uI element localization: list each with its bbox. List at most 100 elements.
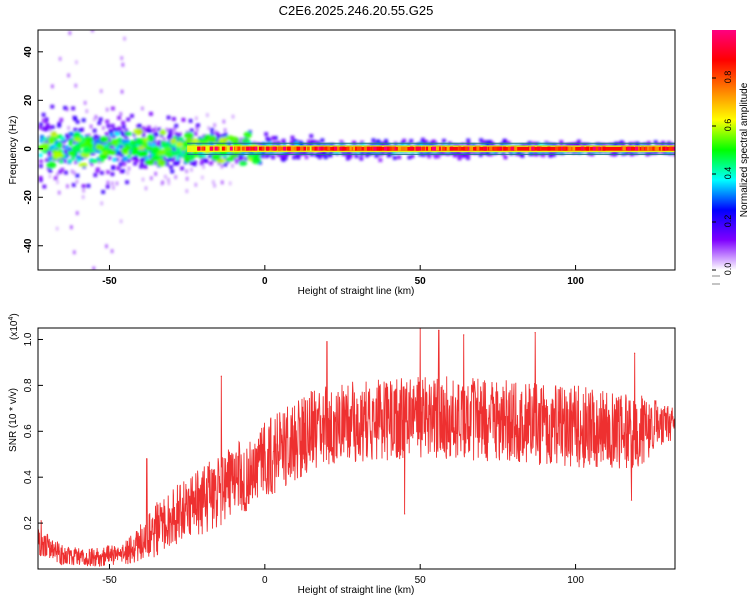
- spectrogram-cell: [157, 139, 162, 144]
- spectrogram-cell: [48, 128, 52, 133]
- spectrogram-cell: [138, 150, 149, 157]
- spectrogram-cell: [148, 111, 153, 116]
- spectrogram-cell: [110, 181, 114, 186]
- center-line-cell: [450, 146, 454, 151]
- spectrogram-cell: [119, 219, 123, 224]
- center-line-cell: [664, 146, 668, 151]
- spectrogram-cell: [44, 125, 49, 130]
- spectrogram-cell: [110, 172, 115, 177]
- spectrogram-cell: [141, 133, 146, 138]
- spectrogram-cell: [157, 127, 162, 132]
- spectrogram-cell: [165, 162, 170, 167]
- center-line-cell: [458, 146, 462, 151]
- spectrogram-cell: [138, 143, 143, 148]
- spectrogram-cell: [220, 164, 224, 169]
- spectrogram-cell: [167, 181, 171, 186]
- spectrogram-cell: [173, 136, 178, 141]
- spectrogram-cell: [133, 128, 144, 136]
- spectrogram-cell: [244, 156, 249, 161]
- center-line-cell: [404, 146, 408, 151]
- spectrogram-cell: [281, 138, 286, 143]
- spectrogram-cell: [86, 183, 91, 188]
- y-tick-label: 20: [23, 94, 34, 106]
- spectrogram-cell: [548, 153, 553, 158]
- spectrogram-cell: [95, 169, 100, 174]
- spectrogram-cell: [98, 117, 103, 122]
- spectrogram-cell: [164, 152, 173, 157]
- spectrogram-cell: [42, 137, 47, 142]
- spectrogram-cell: [189, 161, 194, 166]
- colorbar-ticks: 0.0 0.2 0.4 0.6 0.8: [712, 71, 733, 285]
- center-line-cell: [366, 146, 370, 151]
- x-tick-label: 0: [262, 276, 268, 287]
- center-line-cell: [531, 146, 535, 151]
- spectrogram-cell: [121, 120, 126, 125]
- center-line-cell: [555, 146, 559, 151]
- spectrogram-y-label: Frequency (Hz): [8, 116, 19, 185]
- snr-peak-point: [534, 331, 536, 334]
- spectrogram-cell: [265, 136, 270, 141]
- spectrogram-cell: [114, 128, 119, 133]
- snr-frame: [37, 327, 676, 570]
- center-line-cell: [318, 146, 322, 151]
- spectrogram-cell: [261, 151, 266, 156]
- spectrogram-cell: [307, 139, 312, 144]
- spectrogram-cell: [139, 164, 144, 169]
- spectrogram-cell: [620, 151, 625, 156]
- spectrogram-cell: [98, 6, 101, 10]
- spectrogram-cell: [91, 145, 96, 150]
- y-tick-label: -20: [23, 190, 34, 205]
- spectrogram-cell: [55, 226, 59, 231]
- spectrogram-cell: [161, 142, 171, 149]
- spectrogram-cell: [110, 138, 119, 147]
- x-tick-label: 100: [567, 575, 584, 586]
- spectrogram-cell: [79, 156, 84, 161]
- spectrogram-cell: [44, 117, 49, 122]
- spectrogram-cell: [180, 153, 185, 158]
- center-line-cell: [313, 146, 317, 151]
- spectrogram-cell: [188, 118, 193, 123]
- spectrogram-cell: [145, 156, 150, 161]
- spectrogram-cell: [123, 156, 128, 161]
- spectrogram-cell: [123, 36, 127, 41]
- spectrogram-cell: [576, 139, 581, 144]
- spectrogram-cell: [302, 151, 307, 156]
- spectrogram-cell: [249, 151, 254, 156]
- spectrogram-cell: [317, 155, 322, 160]
- center-line-cell: [373, 146, 377, 151]
- spectrogram-cell: [57, 121, 62, 126]
- spectrogram-cell: [121, 124, 126, 129]
- center-line-cell: [287, 146, 291, 151]
- center-line-cell: [572, 146, 576, 151]
- spectrogram-cell: [380, 150, 385, 155]
- spectrogram-cell: [273, 135, 278, 140]
- center-line-cell: [463, 146, 467, 151]
- spectrogram-cell: [133, 161, 138, 166]
- spectrogram-cell: [168, 128, 173, 133]
- snr-peak-point: [40, 520, 42, 522]
- spectrogram-cell: [171, 150, 181, 156]
- spectrogram-cell: [175, 155, 180, 160]
- spectrogram-cell: [50, 131, 58, 138]
- spectrogram-cell: [144, 186, 148, 191]
- spectrogram-cell: [125, 180, 130, 185]
- center-line-cell: [303, 146, 307, 151]
- spectrogram-cell: [628, 142, 633, 147]
- spectrogram-cell: [114, 143, 119, 148]
- spectrogram-cell: [107, 139, 112, 144]
- spectrogram-cell: [171, 116, 176, 121]
- y-tick-label: 40: [23, 46, 34, 58]
- spectrogram-cell: [189, 128, 194, 133]
- snr-y-ticks: 0.2 0.4 0.6 0.8 1.0: [23, 332, 43, 530]
- center-line-cell: [538, 146, 542, 151]
- spectrogram-cell: [127, 148, 132, 153]
- spectrogram-cell: [452, 153, 457, 158]
- spectrogram-cell: [631, 141, 636, 146]
- spectrogram-cell: [193, 131, 198, 136]
- center-line-cell: [293, 146, 297, 151]
- spectrogram-cell: [122, 139, 127, 144]
- y-tick-label: -40: [23, 238, 34, 253]
- spectrogram-cell: [57, 123, 62, 128]
- spectrogram-cell: [41, 118, 46, 123]
- center-line-cell: [476, 146, 480, 151]
